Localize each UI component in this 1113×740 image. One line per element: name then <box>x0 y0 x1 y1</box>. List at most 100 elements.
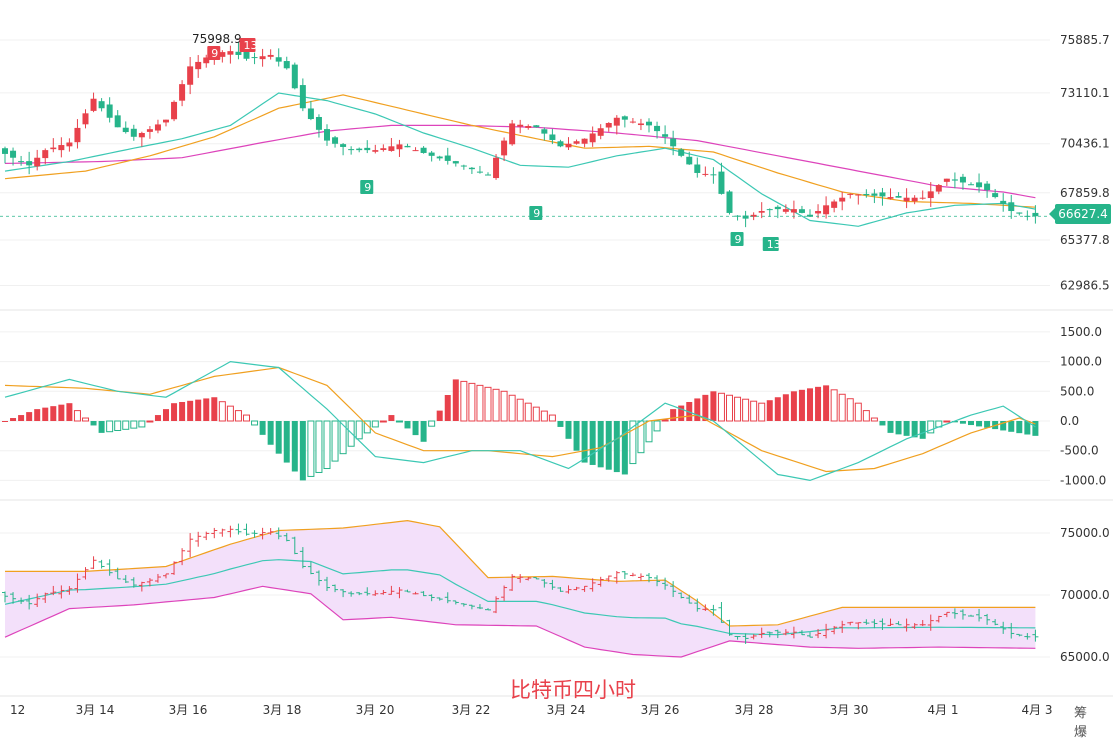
candle-body <box>565 143 572 148</box>
candle-body <box>251 57 258 59</box>
corner-buttons[interactable]: 筹 爆 <box>1074 706 1092 740</box>
candle-body <box>782 209 789 212</box>
x-tick-label: 3月 26 <box>641 703 680 717</box>
candle-body <box>742 215 749 219</box>
1-tick-label: 1000.0 <box>1060 355 1102 369</box>
current-price-label: 66627.4 <box>1049 204 1111 224</box>
candle-body <box>943 178 950 182</box>
macd-bar <box>179 401 186 421</box>
macd-bar <box>355 420 363 440</box>
candle-body <box>404 145 411 148</box>
macd-bar <box>621 421 628 475</box>
macd-bar <box>146 420 154 423</box>
macd-bar <box>299 421 306 481</box>
macd-bar <box>911 421 918 438</box>
candle-body <box>984 183 991 191</box>
x-tick-label: 3月 22 <box>452 703 491 717</box>
macd-bar <box>203 398 210 421</box>
candle-body <box>992 193 999 198</box>
chart-title: 比特币四小时 <box>510 678 636 702</box>
x-tick-label: 3月 14 <box>76 703 115 717</box>
candle-body <box>436 156 443 159</box>
macd-bar <box>750 400 758 422</box>
candle-body <box>589 133 596 143</box>
x-tick-label: 3月 20 <box>356 703 395 717</box>
macd-bar <box>307 420 315 477</box>
candle-body <box>10 150 17 158</box>
boll-lower-line <box>4 585 1036 658</box>
macd-bar <box>613 421 620 473</box>
trading-chart[interactable]: 75885.7 73110.1 70436.1 67859.8 65377.8 62986… <box>0 0 1113 721</box>
macd-bar <box>903 421 910 436</box>
macd-bar <box>653 420 661 432</box>
candle-body <box>750 214 757 217</box>
macd-bar <box>726 394 733 422</box>
candle-body <box>855 194 862 196</box>
candle-body <box>146 129 153 132</box>
sequence-badge-label: 9 <box>533 207 540 220</box>
candle-body <box>50 147 57 150</box>
macd-bar <box>452 379 459 421</box>
ma-slow-line <box>4 124 1036 199</box>
candle-body <box>935 185 942 192</box>
candle-body <box>203 57 210 64</box>
macd-bar <box>774 397 781 421</box>
candle-body <box>243 51 250 59</box>
macd-bar <box>371 420 379 428</box>
candle-body <box>541 129 548 134</box>
candle-body <box>790 209 797 213</box>
macd-bar <box>122 420 130 430</box>
macd-bar <box>742 398 750 422</box>
candle-body <box>533 125 540 128</box>
candle-body <box>815 211 822 214</box>
sequence-badge <box>239 38 256 52</box>
candle-body <box>557 141 564 147</box>
candle-body <box>195 61 202 70</box>
macd-bar <box>887 421 894 433</box>
macd-bar <box>968 421 974 426</box>
macd-bar <box>444 395 451 421</box>
candle-body <box>968 184 974 186</box>
macd-bar <box>98 421 105 433</box>
candle-body <box>348 149 355 151</box>
sequence-badge <box>529 206 543 220</box>
candle-body <box>710 174 717 176</box>
macd-bar <box>283 421 290 463</box>
candle-body <box>1000 200 1007 205</box>
candle-body <box>879 192 886 197</box>
2-tick-label: 65000.0 <box>1060 650 1110 664</box>
macd-bar <box>895 421 902 435</box>
macd-bar <box>339 420 347 455</box>
macd-bar <box>597 421 604 468</box>
candle-body <box>927 191 934 199</box>
candle-body <box>774 206 781 210</box>
0-tick-label: 67859.8 <box>1060 186 1110 200</box>
macd-bar <box>943 420 951 423</box>
macd-bar <box>420 421 427 442</box>
candle-body <box>412 150 419 152</box>
macd-bar <box>500 390 508 422</box>
macd-bar <box>388 415 395 421</box>
macd-bar <box>211 397 218 421</box>
macd-bar <box>540 410 548 422</box>
macd-bar <box>243 414 250 422</box>
candle-body <box>259 56 266 60</box>
macd-bar <box>629 420 637 465</box>
candle-body <box>798 209 805 213</box>
candle-body <box>758 211 765 213</box>
candle-body <box>581 138 588 144</box>
macd-bar <box>428 420 436 427</box>
candle-body <box>235 51 242 55</box>
candle-body <box>726 191 733 213</box>
macd-bar <box>315 420 323 473</box>
candle-body <box>380 148 387 151</box>
macd-bar <box>82 417 89 422</box>
macd-bar <box>1008 421 1015 432</box>
candle-body <box>2 148 8 154</box>
candle-body <box>766 209 773 211</box>
candle-body <box>573 141 580 144</box>
candle-body <box>98 101 105 109</box>
candle-body <box>847 193 854 195</box>
macd-bar <box>404 421 411 429</box>
candle-body <box>324 129 330 141</box>
